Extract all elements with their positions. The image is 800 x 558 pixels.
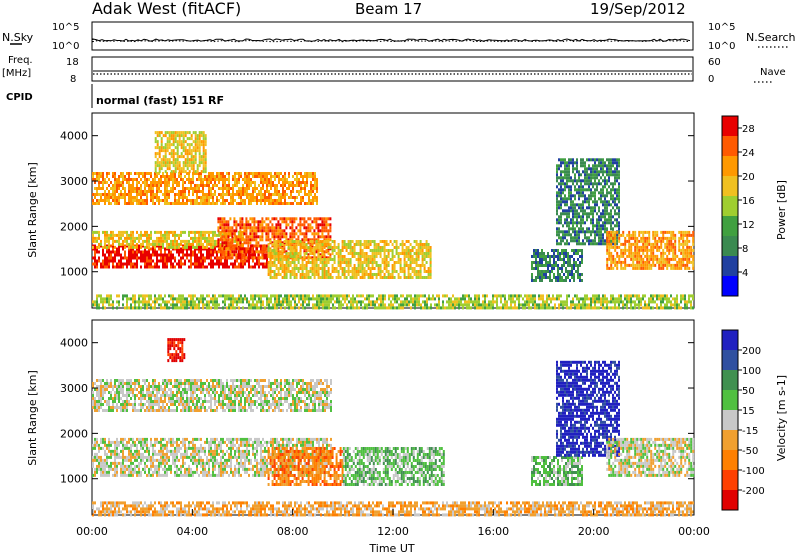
velocity-colorbar-label-3: 15 [742, 406, 755, 417]
velocity-ytick-label-2: 3000 [60, 382, 88, 395]
power-colorbar-segment-6 [722, 156, 738, 176]
power-colorbar-label-6: 28 [742, 124, 755, 135]
power-colorbar-segment-2 [722, 236, 738, 256]
freq-unit-label: [MHz] [2, 68, 31, 79]
power-colorbar-label-4: 20 [742, 172, 755, 183]
velocity-colorbar-segment-1 [722, 470, 738, 490]
freq-tick-left-top: 18 [66, 57, 79, 68]
xtick-label-0: 00:00 [76, 525, 108, 538]
velocity-colorbar-label-1: 100 [742, 366, 761, 377]
velocity-region-1 [92, 379, 332, 412]
velocity-colorbar-segment-0 [722, 490, 738, 510]
power-colorbar-label: Power [dB] [775, 180, 788, 240]
beam-title: Beam 17 [355, 0, 422, 18]
power-colorbar-segment-4 [722, 196, 738, 216]
xtick-label-1: 04:00 [176, 525, 208, 538]
freq-tick-left-bottom: 8 [70, 74, 76, 85]
power-colorbar-label-0: 4 [742, 268, 748, 279]
velocity-ytick-label-1: 2000 [60, 427, 88, 440]
nsky-panel [92, 22, 693, 50]
power-colorbar-segment-0 [722, 276, 738, 296]
velocity-colorbar-segment-5 [722, 390, 738, 410]
nsky-label: N.Sky [2, 31, 34, 44]
power-colorbar-segment-5 [722, 176, 738, 196]
power-colorbar-label-1: 8 [742, 244, 748, 255]
xtick-label-4: 16:00 [477, 525, 509, 538]
power-colorbar-label-5: 24 [742, 148, 755, 159]
power-ylabel: Slant Range [km] [26, 162, 39, 258]
xtick-label-3: 12:00 [377, 525, 409, 538]
velocity-colorbar-label-0: 200 [742, 346, 761, 357]
velocity-colorbar-label-7: -200 [742, 486, 765, 497]
date-title: 19/Sep/2012 [590, 0, 686, 18]
power-colorbar-segment-8 [722, 116, 738, 136]
nsky-tick-left-bottom: 10^0 [52, 41, 79, 52]
freq-tick-right-bottom: 0 [708, 74, 714, 85]
power-ytick-label-0: 1000 [60, 266, 88, 279]
nsky-tick-left-top: 10^5 [52, 22, 79, 33]
velocity-colorbar-label-2: 50 [742, 386, 755, 397]
power-colorbar-segment-3 [722, 216, 738, 236]
velocity-colorbar-segment-2 [722, 450, 738, 470]
velocity-colorbar-label-5: -50 [742, 446, 758, 457]
velocity-colorbar-label-6: -100 [742, 466, 765, 477]
power-ytick-label-2: 3000 [60, 175, 88, 188]
velocity-colorbar-segment-8 [722, 330, 738, 350]
freq-label: Freq. [8, 55, 33, 66]
nsky-tick-right-bottom: 10^0 [708, 41, 735, 52]
station-title: Adak West (fitACF) [92, 0, 241, 18]
power-colorbar-label-3: 16 [742, 196, 755, 207]
power-ytick-label-1: 2000 [60, 220, 88, 233]
velocity-colorbar-segment-4 [722, 410, 738, 430]
velocity-colorbar-label-4: -15 [742, 426, 758, 437]
velocity-ytick-label-3: 4000 [60, 337, 88, 350]
freq-tick-right-top: 60 [708, 57, 721, 68]
power-ytick-label-3: 4000 [60, 130, 88, 143]
velocity-ylabel: Slant Range [km] [26, 370, 39, 466]
nsearch-label: N.Search [746, 31, 796, 44]
velocity-ytick-label-0: 1000 [60, 473, 88, 486]
velocity-colorbar-label: Velocity [m s-1] [775, 375, 788, 461]
xtick-label-2: 08:00 [277, 525, 309, 538]
velocity-colorbar-segment-3 [722, 430, 738, 450]
power-colorbar-label-2: 12 [742, 220, 755, 231]
power-colorbar-segment-7 [722, 136, 738, 156]
freq-panel [92, 57, 693, 81]
xtick-label-5: 20:00 [578, 525, 610, 538]
cpid-label: CPID [6, 92, 33, 103]
velocity-colorbar-segment-6 [722, 370, 738, 390]
power-region-5 [155, 131, 207, 173]
xtick-label-6: 00:00 [678, 525, 710, 538]
nsky-tick-right-top: 10^5 [708, 22, 735, 33]
power-colorbar-segment-1 [722, 256, 738, 276]
xaxis-label: Time UT [368, 542, 414, 554]
velocity-colorbar-segment-7 [722, 350, 738, 370]
nave-label: Nave [760, 67, 786, 78]
cpid-text: normal (fast) 151 RF [96, 94, 224, 107]
